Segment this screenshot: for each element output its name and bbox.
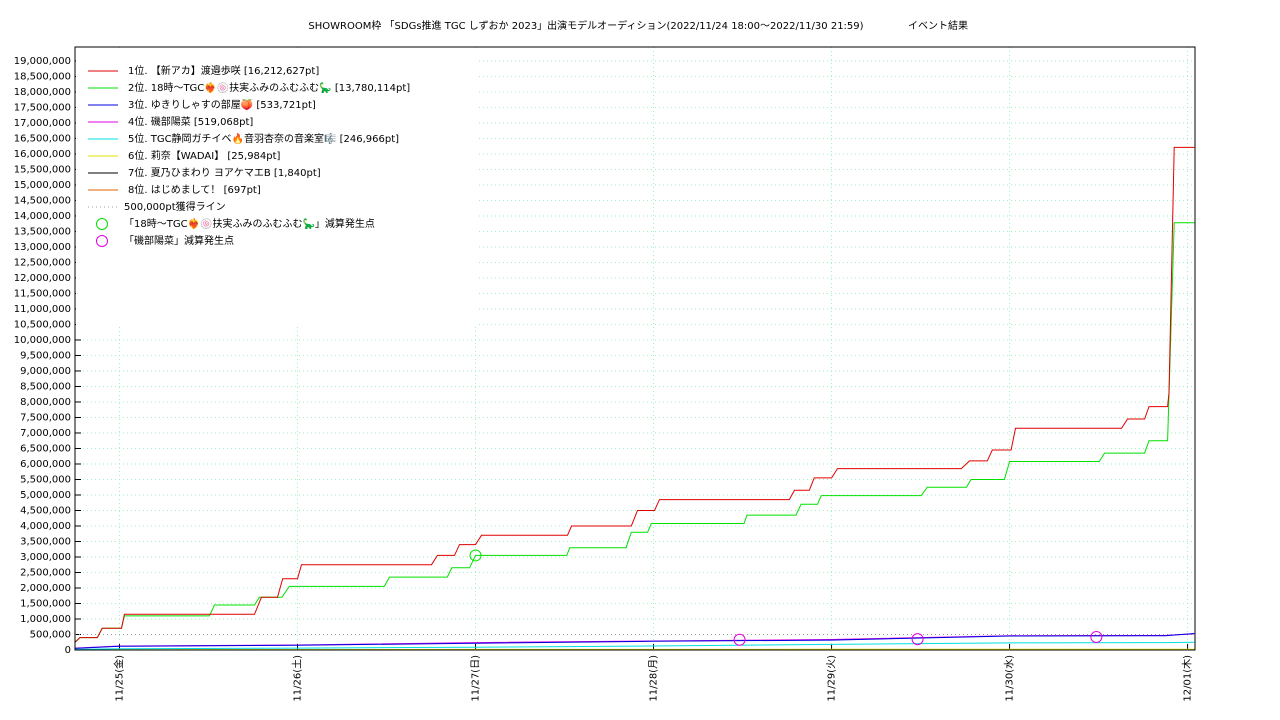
marker	[733, 633, 746, 646]
marker	[1090, 630, 1103, 643]
y-tick-label: 11,500,000	[14, 288, 71, 299]
y-tick-label: 17,500,000	[14, 102, 71, 113]
y-tick-label: 2,000,000	[20, 583, 71, 594]
x-tick-label: 11/29(火)	[826, 655, 838, 702]
marker	[469, 549, 482, 562]
y-tick-label: 16,500,000	[14, 133, 71, 144]
series-line	[74, 633, 1195, 649]
y-tick-label: 3,000,000	[20, 552, 71, 563]
y-tick-label: 10,500,000	[14, 319, 71, 330]
legend-label: 「磯部陽菜」減算発生点	[124, 234, 234, 247]
legend-swatch	[96, 218, 108, 230]
y-tick-label: 1,000,000	[20, 614, 71, 625]
x-tick-label: 11/25(金)	[113, 655, 126, 702]
y-tick-label: 18,000,000	[14, 87, 71, 98]
y-tick-label: 1,500,000	[20, 598, 71, 609]
legend-label: 5位. TGC静岡ガチイベ🔥音羽杏奈の音楽室🎼 [246,966pt]	[128, 132, 399, 145]
y-tick-label: 9,500,000	[20, 350, 71, 361]
y-tick-label: 16,000,000	[14, 149, 71, 160]
chart-subtitle: イベント結果	[908, 19, 968, 32]
series-line	[74, 222, 1195, 643]
chart-title: SHOWROOM枠 「SDGs推進 TGC しずおか 2023」出演モデルオーデ…	[308, 19, 863, 32]
legend-label: 3位. ゆきりしゃすの部屋🍑 [533,721pt]	[128, 98, 316, 111]
y-tick-label: 3,500,000	[20, 536, 71, 547]
series-line	[74, 641, 1195, 650]
y-tick-label: 6,000,000	[20, 459, 71, 470]
y-tick-label: 15,500,000	[14, 164, 71, 175]
legend-label: 500,000pt獲得ライン	[124, 200, 226, 213]
y-tick-label: 14,500,000	[14, 195, 71, 206]
y-tick-label: 12,000,000	[14, 273, 71, 284]
legend-background	[76, 48, 478, 326]
y-tick-label: 0	[65, 645, 71, 656]
legend-swatch	[96, 235, 108, 247]
y-tick-label: 9,000,000	[20, 366, 71, 377]
y-tick-label: 15,000,000	[14, 180, 71, 191]
y-tick-label: 500,000	[30, 629, 71, 640]
x-tick-label: 12/01(木)	[1182, 655, 1194, 702]
y-tick-label: 13,000,000	[14, 242, 71, 253]
series-line	[74, 146, 1195, 643]
y-tick-label: 7,000,000	[20, 428, 71, 439]
y-tick-label: 7,500,000	[20, 412, 71, 423]
x-tick-label: 11/26(土)	[291, 655, 304, 702]
x-tick-label: 11/27(日)	[471, 655, 482, 702]
y-tick-label: 8,500,000	[20, 381, 71, 392]
legend-label: 7位. 夏乃ひまわり ヨアケマエB [1,840pt]	[128, 166, 321, 179]
y-tick-label: 4,000,000	[20, 521, 71, 532]
legend-label: 1位. 【新アカ】渡邉歩咲 [16,212,627pt]	[128, 64, 319, 77]
y-tick-label: 12,500,000	[14, 257, 71, 268]
legend-label: 4位. 磯部陽菜 [519,068pt]	[128, 115, 253, 128]
legend-label: 8位. はじめまして！ [697pt]	[128, 183, 261, 196]
y-tick-label: 10,000,000	[14, 335, 71, 346]
x-tick-label: 11/28(月)	[648, 655, 660, 702]
y-tick-label: 19,000,000	[14, 56, 71, 67]
y-tick-label: 18,500,000	[14, 71, 71, 82]
y-tick-label: 17,000,000	[14, 118, 71, 129]
legend-label: 2位. 18時〜TGC❤️‍🔥🍥扶実ふみのふむふむ🦕 [13,780,114pt…	[128, 81, 410, 94]
plot-frame	[74, 46, 1196, 651]
y-tick-label: 14,000,000	[14, 211, 71, 222]
marker	[911, 633, 924, 646]
y-tick-label: 13,500,000	[14, 226, 71, 237]
y-tick-label: 2,500,000	[20, 567, 71, 578]
legend-label: 6位. 莉奈【WADAI】 [25,984pt]	[128, 149, 281, 162]
y-tick-label: 5,500,000	[20, 474, 71, 485]
y-tick-label: 4,500,000	[20, 505, 71, 516]
y-tick-label: 5,000,000	[20, 490, 71, 501]
y-tick-label: 11,000,000	[14, 304, 71, 315]
y-tick-label: 8,000,000	[20, 397, 71, 408]
y-tick-label: 6,500,000	[20, 443, 71, 454]
x-tick-label: 11/30(水)	[1004, 655, 1016, 702]
legend-label: 「18時〜TGC❤️‍🔥🍥扶実ふみのふむふむ🦕」減算発生点	[124, 217, 375, 230]
